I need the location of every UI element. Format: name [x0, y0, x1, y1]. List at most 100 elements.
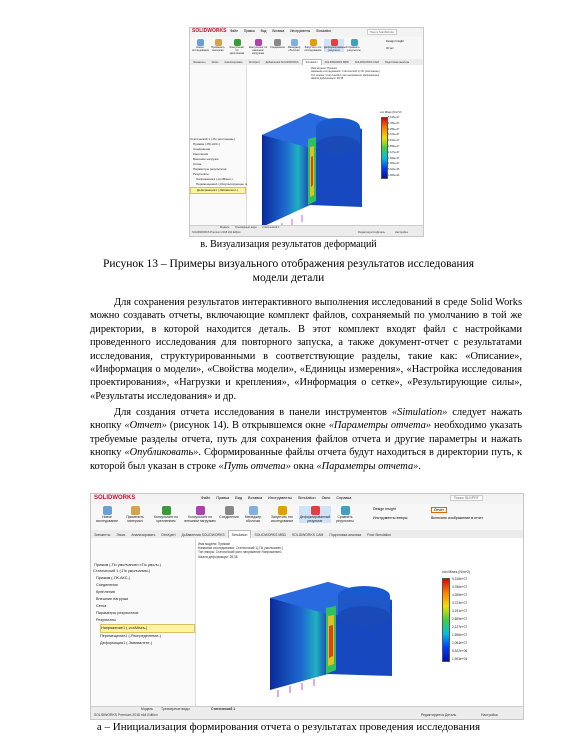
- ribbon-design-insight-button[interactable]: Design Insight: [373, 507, 396, 511]
- ribbon-deformed-button[interactable]: Деформированный результат: [299, 506, 331, 523]
- tab[interactable]: SOLIDWORKS MBD: [324, 61, 349, 64]
- menu-item[interactable]: Инструменты: [290, 29, 311, 33]
- tab[interactable]: Элементы: [94, 533, 111, 537]
- tree-item[interactable]: Перемещение1 (-Результирующее перемещени…: [196, 182, 267, 186]
- ribbon-loads-button[interactable]: Консультант по внешним нагрузкам: [183, 506, 217, 523]
- tree-item[interactable]: Прижим (-ПК-АКС-): [96, 576, 130, 580]
- menu-item[interactable]: Справка: [336, 496, 352, 500]
- graphics-viewport[interactable]: Имя модели: Прижим Название исследования:…: [196, 538, 523, 707]
- tab-simulation[interactable]: Simulation: [301, 59, 322, 66]
- menu-item[interactable]: Файл: [230, 29, 238, 33]
- ribbon-fixtures-button[interactable]: Консультант по креплениям: [151, 506, 181, 523]
- graphics-viewport[interactable]: Имя модели: Прижим Название исследования:…: [247, 65, 423, 227]
- ribbon-new-study-button[interactable]: Новое исследование: [192, 39, 209, 52]
- menu-item[interactable]: Вставка: [248, 496, 263, 500]
- menu-item[interactable]: Simulation: [297, 496, 316, 500]
- menu-item[interactable]: Вид: [260, 29, 267, 33]
- tab[interactable]: Анализировать: [224, 61, 243, 64]
- ribbon-compare-button[interactable]: Сравнить результаты: [333, 506, 357, 523]
- tree-item[interactable]: Результаты: [193, 172, 209, 176]
- tree-item[interactable]: Перемещение1 (-Распределение-): [100, 634, 162, 638]
- menu-item[interactable]: Вставка: [272, 29, 285, 33]
- menu-item[interactable]: Окно: [321, 496, 331, 500]
- tab[interactable]: Эскиз: [211, 61, 219, 64]
- bottom-tab[interactable]: Трехмерные виды: [235, 226, 257, 229]
- tree-item[interactable]: Параметры результатов: [96, 611, 139, 615]
- tree-item[interactable]: Крепления: [193, 152, 209, 156]
- tab[interactable]: Анализировать: [131, 533, 156, 537]
- deformed-icon: [330, 39, 338, 46]
- ribbon-report-button[interactable]: Отчет: [386, 46, 394, 50]
- body-paragraph-1: Для сохранения результатов интерактивног…: [90, 297, 522, 402]
- tab[interactable]: DimXpert: [248, 61, 260, 64]
- tree-root[interactable]: Прижим (-По умолчанию<<По умолч-): [94, 563, 161, 567]
- tree-item[interactable]: Внешние нагрузки: [193, 157, 219, 161]
- search-input[interactable]: Поиск SLDPRT: [449, 495, 483, 501]
- tab[interactable]: Подготовка анализа: [329, 533, 362, 537]
- ribbon-plot-tools-button[interactable]: Инструменты эпюры: [373, 516, 408, 520]
- tree-item[interactable]: Крепления: [96, 590, 116, 594]
- tab[interactable]: DimXpert: [161, 533, 176, 537]
- ribbon-material-button[interactable]: Применить материал: [210, 39, 226, 52]
- ribbon-shell-button[interactable]: Менеджер оболочки: [286, 39, 302, 52]
- tab[interactable]: Подготовка анализа: [384, 61, 410, 64]
- tree-item[interactable]: Параметры результатов: [193, 167, 227, 171]
- tree-item-selected[interactable]: Напряжение1 (-vonMises-): [100, 624, 195, 633]
- screenshot-bottom: SOLIDWORKS Файл Правка Вид Вставка Инструмен…: [90, 493, 524, 720]
- menu-item[interactable]: Правка: [216, 496, 230, 500]
- bottom-tab[interactable]: Модель: [220, 226, 230, 229]
- tab[interactable]: Эскиз: [116, 533, 126, 537]
- ribbon-design-insight-button[interactable]: Design Insight: [386, 39, 404, 43]
- ribbon-shell-button[interactable]: Менеджер оболочки: [241, 506, 265, 523]
- tree-item[interactable]: Статический 1 (-По умолчанию-): [93, 569, 151, 573]
- app-logo: SOLIDWORKS: [94, 495, 136, 501]
- tab[interactable]: SOLIDWORKS CAM: [291, 533, 324, 537]
- menu-item[interactable]: Инструменты: [268, 496, 292, 500]
- tree-item[interactable]: Сетка: [96, 604, 107, 608]
- tree-item[interactable]: Статический 1 (-По умолчанию-): [190, 137, 236, 141]
- tab[interactable]: SOLIDWORKS MBD: [254, 533, 286, 537]
- tab[interactable]: Flow Simulation: [367, 533, 392, 537]
- menu-item[interactable]: Simulation: [316, 29, 332, 33]
- menu-item[interactable]: Правка: [243, 29, 255, 33]
- ribbon-connections-button[interactable]: Соединения: [270, 39, 285, 49]
- tab[interactable]: Добавления SOLIDWORKS: [265, 61, 299, 64]
- tree-item[interactable]: Внешние нагрузки: [96, 597, 129, 601]
- ribbon-deformed-button[interactable]: Деформированный результат: [324, 39, 347, 52]
- ribbon-loads-button[interactable]: Консультант по внешним нагрузкам: [248, 39, 268, 55]
- ribbon-compare-button[interactable]: Сравнить результаты: [346, 39, 362, 52]
- ribbon-material-button[interactable]: Применить материал: [122, 506, 148, 523]
- tree-item[interactable]: Сетка: [193, 162, 202, 166]
- compare-icon: [350, 39, 358, 46]
- ribbon-new-study-button[interactable]: Новое исследование: [94, 506, 120, 523]
- menu-item[interactable]: Вид: [235, 496, 243, 500]
- ribbon-connections-button[interactable]: Соединения: [219, 506, 239, 519]
- search-input[interactable]: Поиск SolidWorks: [366, 29, 397, 35]
- bottom-tab[interactable]: Статический 1: [262, 226, 280, 229]
- menu-item[interactable]: Файл: [201, 496, 211, 500]
- tree-item[interactable]: Соединения: [193, 147, 211, 151]
- ribbon-include-image-button[interactable]: Включить изображение в отчет: [431, 516, 484, 520]
- tree-item[interactable]: Результаты: [96, 618, 116, 622]
- tree-item-selected[interactable]: Деформация1 (-Эквивалент-): [190, 187, 246, 194]
- ribbon-run-button[interactable]: Запустить это исследование: [267, 506, 297, 523]
- tab-simulation[interactable]: Simulation: [227, 530, 252, 539]
- tree-item[interactable]: Деформация1 (-Эквивалент-): [100, 641, 153, 645]
- deformed-icon: [310, 506, 320, 515]
- bottom-tab[interactable]: Статический 1: [211, 707, 236, 711]
- ribbon-run-button[interactable]: Запустить это исследование: [304, 39, 322, 52]
- status-text: SOLIDWORKS Premium 2018 x64 Edition: [192, 231, 241, 234]
- tab[interactable]: SOLIDWORKS CAM: [354, 61, 379, 64]
- status-text: SOLIDWORKS Premium 2018 x64 Edition: [94, 713, 158, 717]
- ribbon-report-button[interactable]: Отчет: [431, 507, 447, 513]
- bottom-tab[interactable]: Модель: [141, 707, 154, 711]
- tree-item[interactable]: Прижим (-ПК-АКС-): [193, 142, 220, 146]
- bottom-tab[interactable]: Трехмерные виды: [161, 707, 190, 711]
- tree-item[interactable]: Соединения: [96, 583, 118, 587]
- legend-color-bar: [381, 117, 388, 179]
- compare-icon: [340, 506, 350, 515]
- ribbon-fixtures-button[interactable]: Консультант по креплениям: [228, 39, 246, 55]
- tab[interactable]: Элементы: [193, 61, 206, 64]
- tab[interactable]: Добавления SOLIDWORKS: [181, 533, 225, 537]
- tree-item[interactable]: Напряжение1 (-vonMises-): [196, 177, 233, 181]
